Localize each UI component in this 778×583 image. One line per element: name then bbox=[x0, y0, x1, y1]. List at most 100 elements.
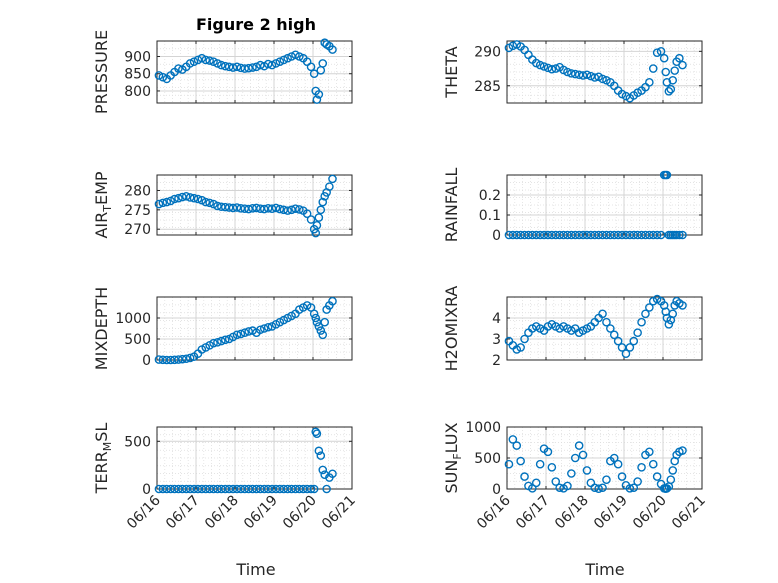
data-point bbox=[197, 53, 207, 63]
data-point bbox=[574, 441, 584, 450]
data-point bbox=[275, 57, 285, 66]
data-point bbox=[236, 329, 246, 339]
data-point bbox=[516, 456, 525, 466]
data-point bbox=[590, 73, 600, 82]
y-axis-label: SUNFLUX bbox=[442, 422, 464, 493]
x-axis-label-right: Time bbox=[584, 560, 624, 579]
x-tick-label: 06/19 bbox=[591, 493, 631, 533]
data-point bbox=[652, 48, 662, 58]
data-point bbox=[535, 60, 545, 70]
y-tick-label: 270 bbox=[124, 222, 151, 238]
data-point bbox=[539, 62, 549, 71]
data-point bbox=[240, 328, 250, 338]
subplot-2: 285 290 THETA bbox=[442, 40, 703, 104]
data-point bbox=[240, 64, 250, 73]
data-point bbox=[563, 481, 572, 491]
data-point bbox=[633, 477, 642, 486]
data-point bbox=[531, 478, 541, 488]
data-point bbox=[256, 60, 265, 70]
data-point bbox=[648, 459, 658, 469]
y-axis-label: H2OMIXRA bbox=[442, 286, 461, 372]
data-point bbox=[645, 447, 654, 457]
data-point bbox=[318, 330, 328, 340]
y-tick-label: 0 bbox=[142, 482, 151, 498]
data-point bbox=[154, 71, 164, 80]
data-point bbox=[316, 205, 326, 215]
data-point bbox=[613, 336, 623, 346]
data-point bbox=[209, 57, 218, 66]
data-point bbox=[637, 462, 646, 472]
data-point bbox=[248, 63, 257, 72]
data-point bbox=[181, 354, 191, 364]
y-tick-label: 290 bbox=[474, 44, 501, 60]
data-point bbox=[668, 75, 678, 85]
data-point bbox=[185, 59, 195, 68]
data-point bbox=[328, 296, 337, 306]
data-point bbox=[162, 197, 172, 207]
data-point bbox=[220, 335, 230, 345]
data-point bbox=[633, 328, 642, 338]
x-tick-label: 06/18 bbox=[552, 493, 592, 533]
data-point bbox=[178, 354, 187, 364]
y-tick-label: 850 bbox=[124, 67, 151, 83]
data-point bbox=[668, 466, 678, 475]
data-point bbox=[232, 203, 242, 212]
y-tick-label: 2 bbox=[492, 353, 501, 369]
data-point bbox=[201, 197, 211, 207]
data-point bbox=[621, 349, 631, 359]
x-tick-label: 06/20 bbox=[280, 493, 320, 533]
axes-box bbox=[156, 296, 353, 361]
data-point bbox=[662, 78, 672, 87]
data-point bbox=[271, 59, 281, 68]
axes-box bbox=[156, 174, 353, 236]
y-axis-label: THETA bbox=[442, 46, 461, 98]
data-point bbox=[578, 450, 588, 460]
data-point bbox=[213, 201, 222, 211]
x-tick-label: 06/19 bbox=[241, 493, 281, 533]
data-point bbox=[291, 204, 300, 213]
data-point bbox=[189, 57, 199, 66]
data-point bbox=[174, 64, 183, 73]
x-tick-label: 06/17 bbox=[163, 493, 203, 533]
data-point bbox=[252, 203, 261, 213]
data-point bbox=[543, 447, 553, 457]
data-point bbox=[672, 230, 681, 240]
data-point bbox=[205, 56, 214, 65]
y-tick-label: 1000 bbox=[115, 311, 151, 327]
data-point bbox=[547, 64, 557, 74]
y-axis-label: PRESSURE bbox=[92, 30, 111, 114]
data-point bbox=[302, 209, 312, 219]
data-point bbox=[279, 55, 289, 65]
data-point bbox=[318, 465, 328, 475]
data-point bbox=[328, 174, 337, 184]
y-tick-label: 0 bbox=[142, 353, 151, 369]
data-point bbox=[512, 441, 522, 450]
data-point bbox=[189, 193, 199, 203]
data-point bbox=[232, 62, 242, 72]
data-point bbox=[309, 309, 319, 319]
y-tick-label: 1000 bbox=[465, 420, 501, 436]
data-point bbox=[675, 53, 684, 63]
data-point bbox=[209, 338, 218, 348]
data-point bbox=[328, 45, 337, 54]
data-point bbox=[275, 204, 285, 214]
data-point bbox=[613, 459, 623, 469]
data-point bbox=[318, 197, 328, 207]
data-point bbox=[551, 477, 561, 486]
y-axis-label: MIXDEPTH bbox=[92, 287, 111, 370]
data-point bbox=[232, 330, 242, 340]
data-point bbox=[661, 67, 671, 77]
data-point bbox=[312, 221, 322, 230]
data-point bbox=[311, 228, 321, 238]
data-point bbox=[325, 182, 334, 191]
y-tick-label: 275 bbox=[124, 203, 151, 219]
x-tick-label: 06/17 bbox=[513, 493, 553, 533]
y-tick-label: 0.2 bbox=[479, 188, 501, 204]
data-point bbox=[609, 453, 619, 463]
y-tick-label: 500 bbox=[124, 434, 151, 450]
x-axis-label-left: Time bbox=[235, 560, 275, 579]
data-point bbox=[295, 52, 304, 61]
data-point bbox=[185, 193, 195, 202]
y-tick-label: 800 bbox=[124, 84, 151, 100]
